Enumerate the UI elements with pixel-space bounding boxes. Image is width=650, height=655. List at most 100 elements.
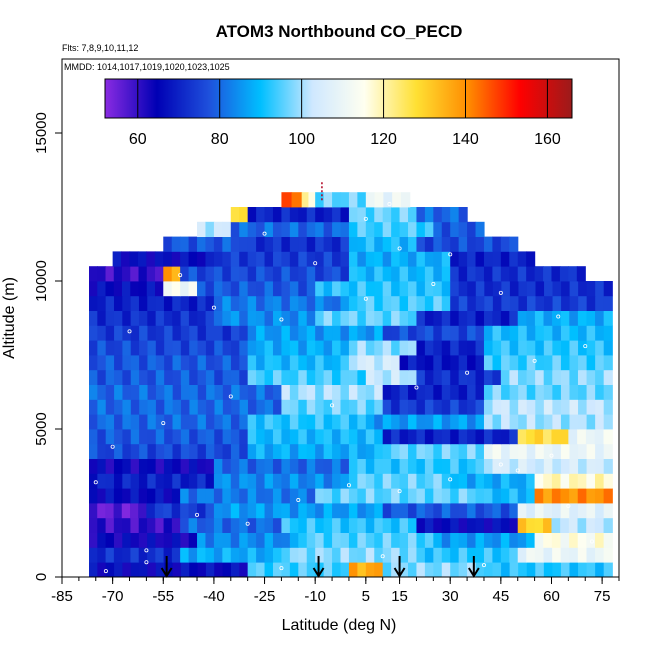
heatmap-cell	[130, 355, 140, 371]
heatmap-cell	[424, 355, 434, 371]
heatmap-cell	[365, 295, 375, 311]
heatmap-cell	[163, 458, 173, 474]
heatmap-cell	[122, 473, 132, 489]
heatmap-cell	[399, 340, 409, 356]
heatmap-cell	[441, 443, 451, 459]
heatmap-cell	[586, 414, 596, 430]
heatmap-cell	[416, 488, 426, 504]
heatmap-cell	[399, 207, 409, 223]
heatmap-cell	[484, 281, 494, 297]
heatmap-cell	[408, 369, 418, 385]
heatmap-cell	[595, 562, 605, 577]
heatmap-cell	[289, 399, 299, 415]
heatmap-cell	[526, 503, 536, 519]
heatmap-cell	[416, 369, 426, 385]
sample-point	[448, 252, 453, 257]
heatmap-cell	[298, 562, 308, 577]
heatmap-cell	[382, 266, 392, 282]
heatmap-cell	[172, 369, 182, 385]
x-tick-label: -10	[304, 588, 326, 605]
latitude-arrow-head	[467, 567, 480, 578]
heatmap-cell	[399, 443, 409, 459]
heatmap-cell	[578, 458, 588, 474]
heatmap-cell	[180, 547, 190, 563]
heatmap-cell	[281, 429, 291, 445]
heatmap-cell	[475, 281, 485, 297]
heatmap-cell	[543, 473, 553, 489]
heatmap-cell	[441, 369, 451, 385]
heatmap-cell	[89, 503, 98, 519]
heatmap-cell	[105, 488, 115, 504]
heatmap-cell	[348, 532, 358, 548]
heatmap-cell	[492, 503, 502, 519]
heatmap-cell	[424, 266, 434, 282]
heatmap-cell	[239, 414, 249, 430]
heatmap-cell	[289, 295, 299, 311]
heatmap-cell	[113, 473, 123, 489]
heatmap-cell	[230, 488, 240, 504]
heatmap-cell	[391, 517, 401, 533]
heatmap-cell	[323, 295, 333, 311]
heatmap-cell	[130, 384, 140, 400]
heatmap-cell	[281, 414, 291, 430]
sample-point	[313, 261, 318, 266]
heatmap-cell	[315, 384, 325, 400]
heatmap-cell	[391, 503, 401, 519]
heatmap-cell	[256, 473, 266, 489]
heatmap-cell	[595, 384, 605, 400]
heatmap-cell	[188, 236, 198, 252]
heatmap-cell	[424, 295, 434, 311]
heatmap-cell	[458, 281, 468, 297]
heatmap-cell	[264, 310, 274, 326]
heatmap-cell	[382, 473, 392, 489]
heatmap-cell	[188, 251, 198, 267]
heatmap-cell	[155, 384, 165, 400]
heatmap-cell	[121, 251, 131, 267]
heatmap-cell	[239, 547, 249, 563]
heatmap-cell	[374, 295, 384, 311]
sample-point	[279, 317, 284, 322]
heatmap-cell	[222, 503, 232, 519]
heatmap-cell	[551, 517, 561, 533]
heatmap-cell	[543, 325, 553, 341]
heatmap-cell	[526, 488, 536, 504]
heatmap-cell	[509, 532, 519, 548]
heatmap-cell	[526, 562, 536, 577]
heatmap-cell	[484, 295, 494, 311]
heatmap-cell	[458, 236, 468, 252]
heatmap-cell	[603, 562, 613, 577]
heatmap-cell	[105, 414, 115, 430]
heatmap-cell	[137, 251, 147, 267]
heatmap-cell	[543, 429, 553, 445]
heatmap-cell	[130, 547, 140, 563]
heatmap-cell	[171, 251, 181, 267]
heatmap-cell	[239, 517, 249, 533]
heatmap-cell	[408, 458, 418, 474]
heatmap-cell	[105, 355, 115, 371]
heatmap-cell	[180, 443, 190, 459]
heatmap-cell	[213, 473, 223, 489]
heatmap-cell	[552, 399, 562, 415]
heatmap-cell	[332, 236, 342, 252]
heatmap-cell	[89, 562, 98, 577]
heatmap-cell	[441, 473, 451, 489]
heatmap-cell	[105, 443, 115, 459]
heatmap-cell	[306, 443, 316, 459]
heatmap-cell	[130, 369, 140, 385]
heatmap-cell	[433, 503, 443, 519]
heatmap-cell	[298, 236, 308, 252]
heatmap-cell	[298, 281, 308, 297]
heatmap-cell	[306, 281, 316, 297]
heatmap-cell	[509, 236, 519, 252]
heatmap-cell	[247, 443, 257, 459]
x-tick-label: 60	[543, 588, 560, 605]
heatmap-cell	[578, 281, 588, 297]
heatmap-cell	[197, 325, 207, 341]
heatmap-cell	[450, 355, 460, 371]
heatmap-cell	[509, 547, 519, 563]
heatmap-cell	[239, 310, 249, 326]
heatmap-cell	[155, 266, 164, 282]
heatmap-cell	[122, 295, 132, 311]
heatmap-cell	[214, 384, 224, 400]
